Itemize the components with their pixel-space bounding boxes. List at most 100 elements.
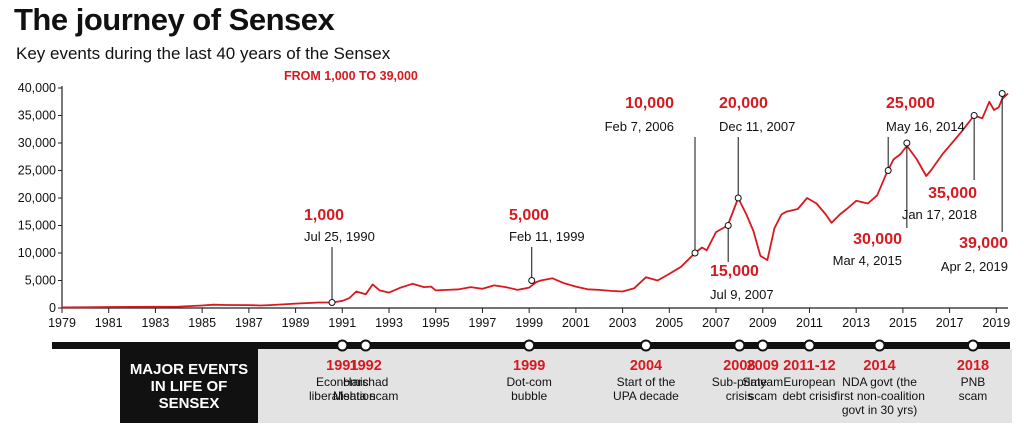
annotation-date: Jul 9, 2007 [710, 287, 774, 302]
annotation-value: 39,000 [959, 235, 1008, 252]
annotation-value: 10,000 [625, 95, 674, 112]
timeline-dot [336, 339, 349, 352]
annotation-date: Jan 17, 2018 [902, 207, 977, 222]
x-tick-label: 1981 [95, 316, 123, 330]
timeline-dot [873, 339, 886, 352]
event-description: debt crisis [782, 389, 836, 403]
y-tick-label: 25,000 [18, 164, 56, 178]
events-heading: MAJOR EVENTS IN LIFE OF SENSEX [129, 360, 249, 412]
y-tick-label: 10,000 [18, 246, 56, 260]
annotation-date: Dec 11, 2007 [719, 119, 795, 134]
event-description: Dot-com [506, 375, 551, 389]
x-tick-label: 1999 [515, 316, 543, 330]
annotation-date: Apr 2, 2019 [941, 259, 1008, 274]
annotation-date: Feb 11, 1999 [509, 229, 585, 244]
annotation-value: 15,000 [710, 263, 759, 280]
annotation-value: 1,000 [304, 207, 344, 224]
annotation-date: Jul 25, 1990 [304, 229, 375, 244]
event-year: 2011-12 [783, 358, 835, 374]
x-tick-label: 2009 [749, 316, 777, 330]
event-description: bubble [511, 389, 547, 403]
annotation-date: Mar 4, 2015 [833, 253, 902, 268]
events-band [258, 349, 1012, 423]
timeline-dot [966, 339, 979, 352]
annotation-marker [734, 194, 742, 202]
timeline-dot [756, 339, 769, 352]
annotation-value: 30,000 [853, 231, 902, 248]
x-tick-label: 2017 [936, 316, 964, 330]
event-year: 2004 [630, 358, 662, 374]
x-tick-label: 2007 [702, 316, 730, 330]
x-tick-label: 2015 [889, 316, 917, 330]
event-description: NDA govt (the [842, 375, 917, 389]
page-title: The journey of Sensex [14, 2, 335, 37]
x-tick-label: 2019 [982, 316, 1010, 330]
chart-headline: FROM 1,000 TO 39,000 [284, 69, 418, 83]
annotation-marker [884, 167, 892, 174]
x-tick-label: 1985 [188, 316, 216, 330]
annotation-marker [998, 90, 1006, 97]
annotation-value: 20,000 [719, 95, 768, 112]
annotation-marker [724, 222, 732, 229]
y-tick-label: 15,000 [18, 219, 56, 233]
timeline-dot [733, 339, 746, 352]
annotation-marker [528, 277, 536, 284]
timeline-dot [639, 339, 652, 352]
event-description: Harshad [343, 375, 388, 389]
x-tick-label: 1987 [235, 316, 263, 330]
event-description: liberalisation [309, 389, 376, 403]
event-year: 2014 [863, 358, 895, 374]
annotation-date: Feb 7, 2006 [605, 119, 674, 134]
x-tick-label: 1995 [422, 316, 450, 330]
x-tick-label: 2011 [796, 316, 823, 330]
event-year: 1992 [350, 358, 382, 374]
event-description: Start of the [617, 375, 676, 389]
timeline-dot [803, 339, 816, 352]
event-year: 2009 [747, 358, 779, 374]
page-subtitle: Key events during the last 40 years of t… [16, 44, 391, 63]
y-tick-label: 35,000 [18, 109, 56, 123]
y-tick-label: 0 [49, 301, 56, 315]
event-description: scam [748, 389, 777, 403]
x-tick-label: 1991 [328, 316, 356, 330]
annotation-value: 5,000 [509, 207, 549, 224]
x-tick-label: 2003 [609, 316, 637, 330]
x-tick-label: 2001 [562, 316, 590, 330]
x-tick-label: 1983 [142, 316, 170, 330]
events-heading-box: MAJOR EVENTS IN LIFE OF SENSEX [120, 349, 258, 423]
event-description: European [783, 375, 835, 389]
y-tick-label: 20,000 [18, 191, 56, 205]
x-tick-label: 1993 [375, 316, 403, 330]
annotation-marker [970, 112, 978, 119]
event-description: Satyam [742, 375, 783, 389]
event-year: 1999 [513, 358, 545, 374]
x-tick-label: 1989 [282, 316, 310, 330]
x-tick-label: 1997 [469, 316, 497, 330]
event-description: first non-coalition [834, 389, 925, 403]
timeline-dot [359, 339, 372, 352]
y-tick-label: 5,000 [25, 274, 56, 288]
event-year: 2008 [723, 358, 755, 374]
event-description: crisis [726, 389, 753, 403]
x-tick-label: 2013 [842, 316, 870, 330]
y-tick-label: 40,000 [18, 81, 56, 95]
timeline-dot [523, 339, 536, 352]
annotation-marker [691, 249, 699, 257]
event-year: 1991 [326, 358, 358, 374]
x-tick-label: 2005 [655, 316, 683, 330]
event-description: scam [959, 389, 988, 403]
event-description: Mehta scam [333, 389, 398, 403]
annotation-date: May 16, 2014 [886, 119, 965, 134]
event-year: 2018 [957, 358, 989, 374]
x-tick-label: 1979 [48, 316, 76, 330]
event-description: UPA decade [613, 389, 679, 403]
event-description: govt in 30 yrs) [842, 403, 917, 417]
annotation-marker [903, 139, 911, 147]
annotation-value: 35,000 [928, 185, 977, 202]
annotation-value: 25,000 [886, 95, 935, 112]
event-description: PNB [961, 375, 986, 389]
y-tick-label: 30,000 [18, 136, 56, 150]
event-description: Sub-prime [712, 375, 768, 389]
annotation-marker [328, 299, 336, 306]
